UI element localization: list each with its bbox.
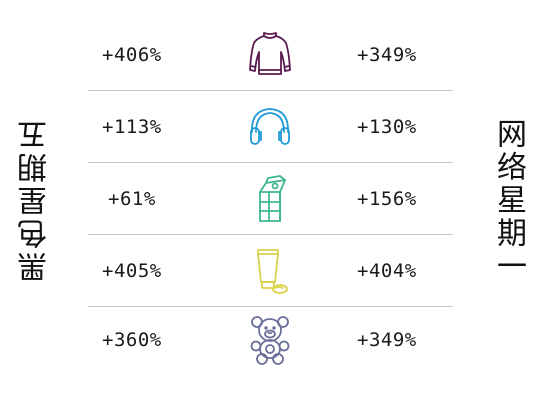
category-row-toys: +360% +349% xyxy=(88,307,453,372)
cyber-monday-value: +156% xyxy=(357,187,417,210)
black-friday-value: +405% xyxy=(102,259,162,282)
headphones-icon xyxy=(247,102,293,152)
cyber-monday-value: +404% xyxy=(357,259,417,282)
category-row-apparel: +406% +349% xyxy=(88,20,453,91)
milk-carton-icon xyxy=(247,174,293,224)
category-row-audio: +113% +130% xyxy=(88,91,453,163)
cyber-monday-value: +349% xyxy=(357,44,417,66)
black-friday-value: +61% xyxy=(108,187,156,210)
category-row-grocery: +61% +156% xyxy=(88,163,453,235)
black-friday-title: 黑色星期五 xyxy=(18,117,53,283)
lotion-tube-icon xyxy=(247,246,293,296)
category-row-beauty: +405% +404% xyxy=(88,235,453,307)
sweater-icon xyxy=(247,30,293,80)
black-friday-value: +360% xyxy=(102,328,162,351)
cyber-monday-value: +130% xyxy=(357,115,417,138)
cyber-monday-title: 网络星期一 xyxy=(491,117,526,283)
black-friday-value: +113% xyxy=(102,115,162,138)
teddy-bear-icon xyxy=(247,315,293,365)
black-friday-value: +406% xyxy=(102,44,162,66)
cyber-monday-value: +349% xyxy=(357,328,417,351)
